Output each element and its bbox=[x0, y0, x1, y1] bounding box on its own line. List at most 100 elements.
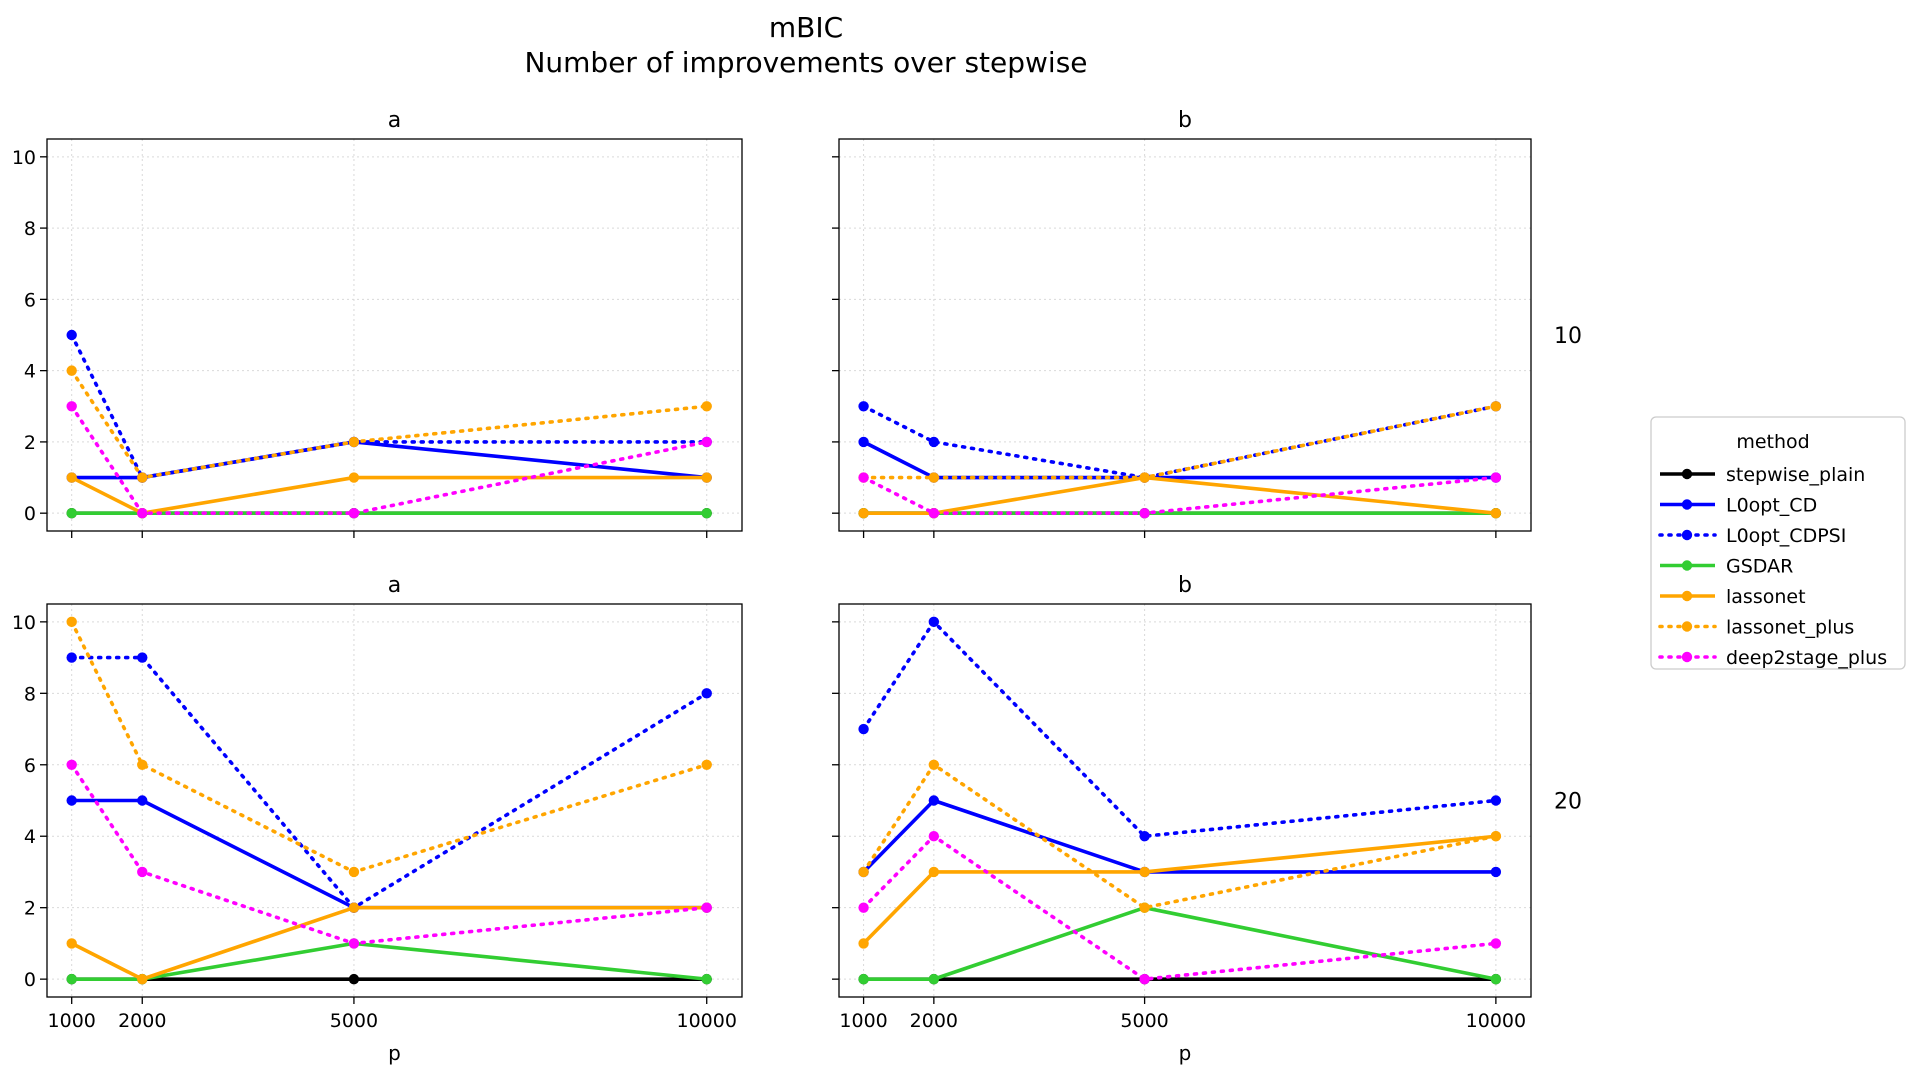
data-point-l0opt-cd bbox=[1490, 866, 1502, 878]
data-point-gsdar bbox=[701, 507, 712, 519]
data-point-l0opt-cdpsi bbox=[928, 616, 940, 628]
data-point-lassonet-plus bbox=[858, 866, 869, 878]
data-point-gsdar bbox=[66, 973, 77, 985]
data-point-deep2stage-plus bbox=[137, 507, 148, 519]
data-point-l0opt-cdpsi bbox=[858, 723, 869, 735]
legend-item-stepwise-plain: stepwise_plain bbox=[1660, 464, 1865, 486]
data-point-lassonet-plus bbox=[928, 759, 940, 770]
y-tick-label: 4 bbox=[24, 361, 36, 383]
legend-box bbox=[1650, 416, 1906, 670]
data-point-lassonet-plus bbox=[66, 365, 77, 376]
data-point-deep2stage-plus bbox=[137, 866, 148, 878]
data-point-l0opt-cdpsi bbox=[1490, 795, 1502, 806]
data-point-l0opt-cdpsi bbox=[701, 688, 712, 699]
data-point-deep2stage-plus bbox=[858, 902, 869, 913]
panel-title: b bbox=[1178, 573, 1192, 598]
data-point-deep2stage-plus bbox=[66, 759, 77, 770]
series-line-gsdar bbox=[71, 941, 707, 981]
legend-label: L0opt_CD bbox=[1726, 495, 1817, 517]
y-tick-label: 8 bbox=[24, 218, 36, 240]
data-point-l0opt-cdpsi bbox=[66, 329, 77, 341]
data-point-l0opt-cdpsi bbox=[858, 401, 869, 412]
legend-label: deep2stage_plus bbox=[1726, 647, 1887, 669]
data-point-deep2stage-plus bbox=[1490, 472, 1502, 483]
legend-swatch-marker bbox=[1681, 590, 1693, 602]
legend-label: lassonet_plus bbox=[1726, 617, 1854, 639]
data-point-lassonet bbox=[66, 472, 77, 483]
x-axis-label: p bbox=[388, 1041, 401, 1065]
x-tick-label: 5000 bbox=[1120, 1010, 1168, 1032]
legend-item-l0opt-cdpsi: L0opt_CDPSI bbox=[1658, 525, 1846, 547]
data-point-deep2stage-plus bbox=[928, 507, 940, 519]
chart-title: mBIC bbox=[769, 11, 843, 44]
legend-label: lassonet bbox=[1726, 586, 1806, 608]
data-point-deep2stage-plus bbox=[1490, 938, 1502, 949]
series-line-lassonet-plus bbox=[861, 762, 1498, 910]
series-line-lassonet bbox=[862, 834, 1497, 945]
data-point-deep2stage-plus bbox=[858, 472, 869, 483]
series-line-l0opt-cdpsi bbox=[69, 655, 709, 910]
series-line-deep2stage-plus bbox=[861, 475, 1498, 515]
x-tick-label: 2000 bbox=[910, 1010, 958, 1032]
data-point-lassonet-plus bbox=[1490, 401, 1502, 412]
legend-title: method bbox=[1736, 431, 1809, 453]
data-point-l0opt-cdpsi bbox=[1139, 831, 1150, 842]
panel-frame bbox=[838, 603, 1532, 998]
x-tick-label: 10000 bbox=[1466, 1010, 1526, 1032]
data-point-l0opt-cdpsi bbox=[928, 436, 940, 448]
data-point-l0opt-cd bbox=[928, 795, 940, 806]
data-point-gsdar bbox=[1490, 973, 1502, 985]
data-point-gsdar bbox=[928, 973, 940, 985]
y-tick-label: 6 bbox=[24, 289, 36, 311]
data-point-lassonet-plus bbox=[66, 616, 77, 628]
data-point-lassonet bbox=[348, 472, 360, 483]
data-point-stepwise-plain bbox=[348, 973, 360, 985]
legend-swatch-marker bbox=[1681, 529, 1693, 541]
panel-frame bbox=[838, 138, 1532, 532]
series-line-lassonet bbox=[863, 475, 1497, 515]
legend-swatch-marker bbox=[1681, 499, 1693, 510]
data-point-gsdar bbox=[66, 507, 77, 519]
x-tick-label: 2000 bbox=[118, 1010, 166, 1032]
data-point-lassonet-plus bbox=[348, 866, 360, 878]
y-tick-label: 8 bbox=[24, 683, 36, 705]
series-line-deep2stage-plus bbox=[69, 762, 709, 946]
legend-item-gsdar: GSDAR bbox=[1660, 556, 1793, 578]
data-point-lassonet bbox=[1139, 866, 1150, 878]
data-point-deep2stage-plus bbox=[66, 401, 77, 412]
y-tick-label: 10 bbox=[12, 612, 36, 634]
data-point-lassonet-plus bbox=[1139, 902, 1150, 913]
data-point-l0opt-cdpsi bbox=[137, 652, 148, 663]
series-line-l0opt-cdpsi bbox=[69, 333, 709, 480]
series-line-deep2stage-plus bbox=[861, 834, 1498, 981]
x-tick-label: 1000 bbox=[48, 1010, 96, 1032]
legend-swatch-marker bbox=[1681, 621, 1693, 632]
data-point-l0opt-cd bbox=[137, 795, 148, 806]
data-point-lassonet-plus bbox=[137, 759, 148, 770]
data-point-lassonet bbox=[1490, 507, 1502, 519]
panel-title: a bbox=[388, 108, 401, 133]
series-line-lassonet bbox=[70, 475, 707, 515]
data-point-lassonet bbox=[137, 973, 148, 985]
panel-2: b 10 bbox=[832, 108, 1582, 538]
data-point-deep2stage-plus bbox=[928, 831, 940, 842]
y-tick-label: 6 bbox=[24, 755, 36, 777]
data-point-gsdar bbox=[701, 973, 712, 985]
data-point-lassonet bbox=[928, 866, 940, 878]
legend-item-lassonet: lassonet bbox=[1660, 586, 1806, 608]
data-point-lassonet-plus bbox=[701, 401, 712, 412]
y-tick-label: 4 bbox=[24, 826, 36, 848]
panels-group: a 0 2 4 6 8 10 b 10 a 0 2 4 6 8 10 1000 2000 5000 10000 p b 10… bbox=[12, 108, 1582, 1065]
data-point-lassonet-plus bbox=[137, 472, 148, 483]
panel-4: b 1000 2000 5000 10000 p 20 bbox=[832, 573, 1582, 1065]
series-line-l0opt-cd bbox=[862, 440, 1496, 480]
data-point-deep2stage-plus bbox=[348, 938, 360, 949]
x-tick-label: 10000 bbox=[676, 1010, 736, 1032]
legend-item-deep2stage-plus: deep2stage_plus bbox=[1658, 647, 1887, 669]
y-tick-label: 0 bbox=[24, 503, 36, 525]
row-label: 20 bbox=[1554, 790, 1582, 815]
data-point-l0opt-cd bbox=[66, 795, 77, 806]
panel-frame bbox=[46, 138, 743, 532]
